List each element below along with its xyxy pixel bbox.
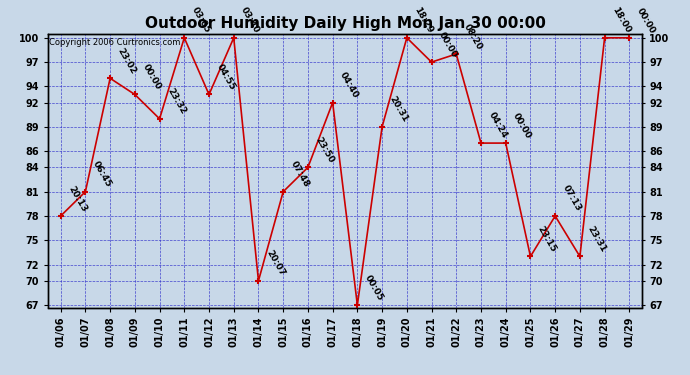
Text: 23:50: 23:50 xyxy=(313,135,335,165)
Text: 23:02: 23:02 xyxy=(116,46,138,75)
Text: 18:00: 18:00 xyxy=(610,6,632,35)
Title: Outdoor Humidity Daily High Mon Jan 30 00:00: Outdoor Humidity Daily High Mon Jan 30 0… xyxy=(145,16,545,31)
Text: 00:00: 00:00 xyxy=(140,63,162,92)
Text: 20:07: 20:07 xyxy=(264,249,286,278)
Text: 04:40: 04:40 xyxy=(338,70,360,100)
Text: 18:29: 18:29 xyxy=(413,6,435,35)
Text: 04:55: 04:55 xyxy=(215,62,237,92)
Text: 08:20: 08:20 xyxy=(462,22,484,51)
Text: 00:00: 00:00 xyxy=(437,30,459,59)
Text: 23:32: 23:32 xyxy=(165,87,187,116)
Text: 00:00: 00:00 xyxy=(511,111,533,140)
Text: 00:00: 00:00 xyxy=(635,6,657,35)
Text: 20:31: 20:31 xyxy=(388,95,410,124)
Text: 03:05: 03:05 xyxy=(190,6,212,35)
Text: 03:40: 03:40 xyxy=(239,6,262,35)
Text: 04:24: 04:24 xyxy=(486,111,509,140)
Text: 23:31: 23:31 xyxy=(585,224,608,254)
Text: 20:13: 20:13 xyxy=(66,184,88,213)
Text: 07:48: 07:48 xyxy=(288,159,311,189)
Text: Copyright 2006 Curtronics.com: Copyright 2006 Curtronics.com xyxy=(50,38,181,47)
Text: 07:13: 07:13 xyxy=(561,184,583,213)
Text: 00:05: 00:05 xyxy=(363,273,385,302)
Text: 06:45: 06:45 xyxy=(91,160,113,189)
Text: 23:15: 23:15 xyxy=(536,224,558,254)
